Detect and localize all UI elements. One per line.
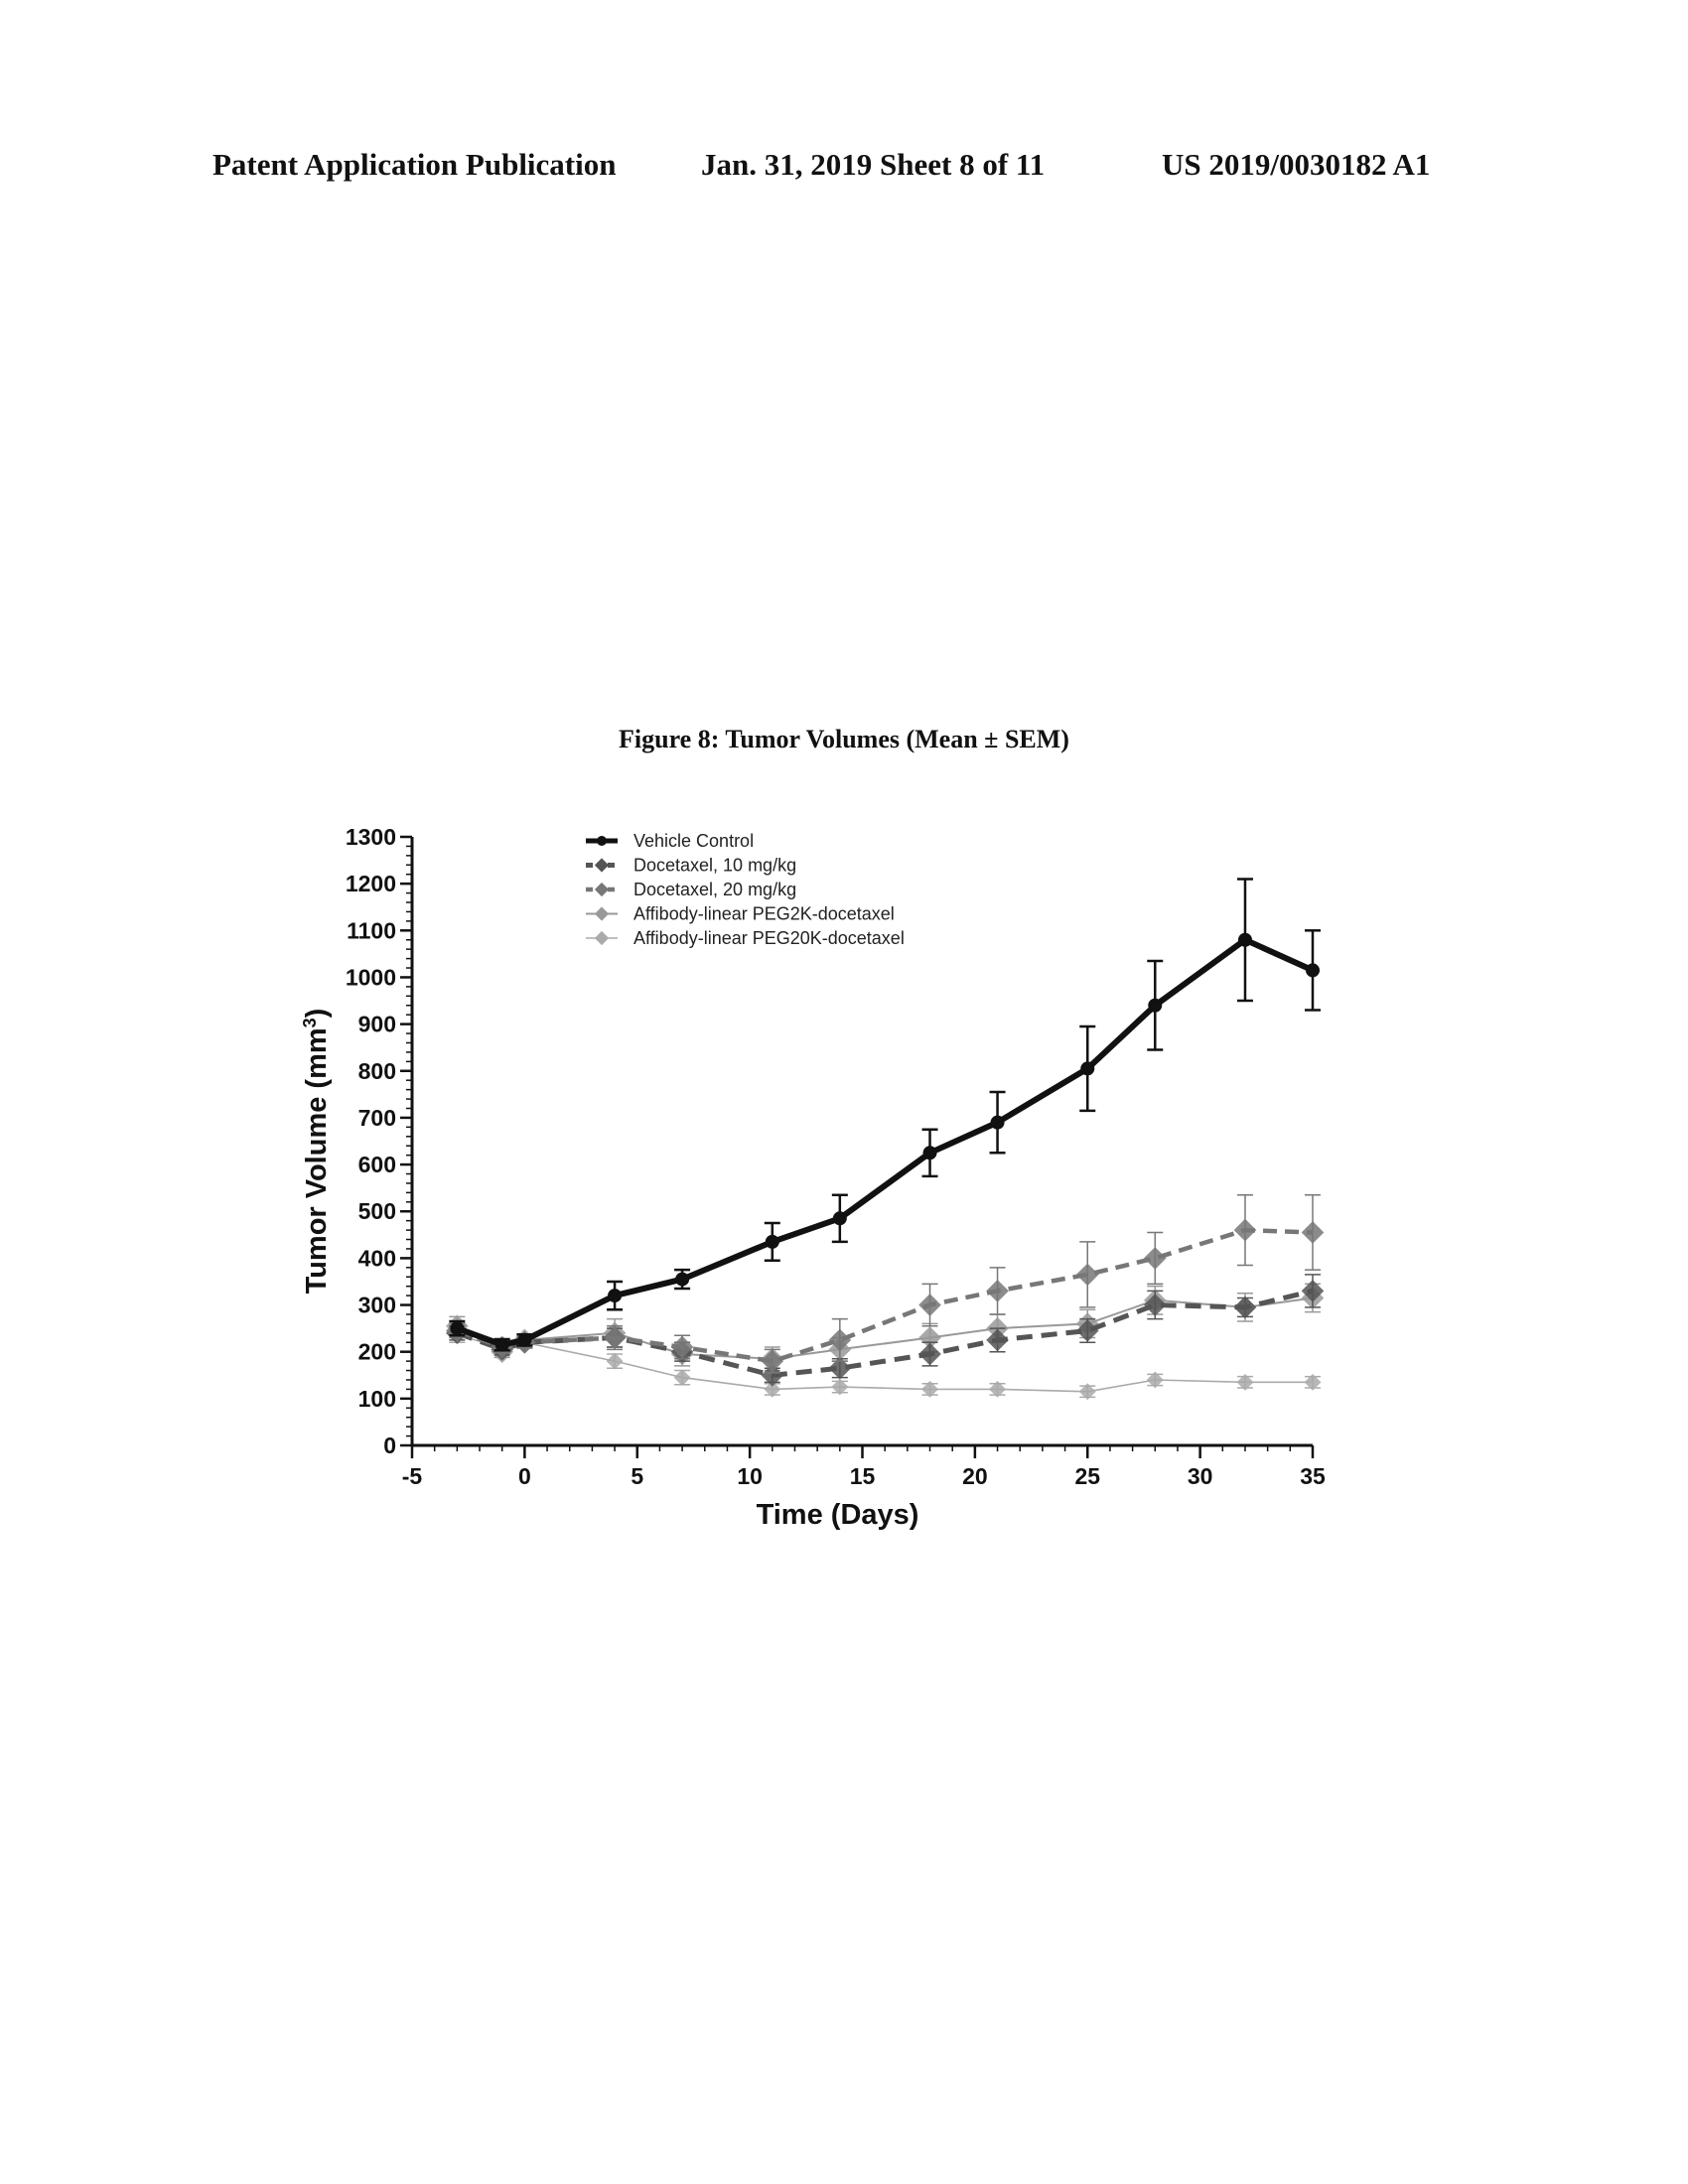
legend-label: Docetaxel, 10 mg/kg (633, 856, 796, 876)
legend-label: Vehicle Control (633, 831, 754, 851)
legend-label: Docetaxel, 20 mg/kg (633, 880, 796, 899)
data-point (674, 1369, 691, 1386)
data-point (675, 1273, 689, 1287)
y-tick-label: 0 (383, 1433, 396, 1458)
series-line (457, 1291, 1313, 1375)
data-point (1144, 1247, 1167, 1270)
y-tick-label: 200 (358, 1339, 396, 1365)
y-tick-label: 400 (358, 1245, 396, 1271)
y-tick-label: 600 (358, 1152, 396, 1177)
series-3 (446, 1195, 1324, 1373)
data-point (761, 1350, 783, 1373)
y-tick-label: 1000 (346, 964, 396, 990)
y-tick-label: 1100 (347, 917, 396, 943)
series-line (457, 1230, 1313, 1361)
legend-item: Affibody-linear PEG20K-docetaxel (586, 928, 905, 948)
series-1 (449, 879, 1321, 1351)
y-tick-label: 100 (358, 1386, 396, 1412)
data-point (450, 1321, 464, 1335)
x-tick-label: -5 (402, 1463, 423, 1489)
data-point (1234, 1297, 1257, 1319)
y-tick-label: 700 (358, 1105, 396, 1131)
data-point (986, 1280, 1009, 1302)
x-tick-label: 25 (1074, 1463, 1100, 1489)
data-point (1238, 933, 1252, 947)
legend-label: Affibody-linear PEG20K-docetaxel (633, 928, 905, 948)
y-tick-label: 900 (358, 1012, 396, 1037)
x-tick-label: 0 (518, 1463, 531, 1489)
data-point (495, 1338, 509, 1352)
legend-item: Docetaxel, 20 mg/kg (586, 880, 796, 899)
y-axis-title-main: Tumor Volume (mm (301, 1027, 333, 1294)
y-axis-title: Tumor Volume (mm3) (300, 1009, 333, 1295)
y-tick-label: 300 (358, 1293, 396, 1318)
y-tick-label: 1300 (346, 824, 396, 850)
legend-marker (595, 931, 609, 945)
y-tick-label: 800 (358, 1058, 396, 1084)
data-point (1148, 999, 1162, 1013)
legend-item: Vehicle Control (586, 831, 754, 851)
data-point (991, 1116, 1005, 1130)
legend-marker (595, 906, 609, 920)
y-axis-title-end: ) (301, 1009, 333, 1019)
data-point (1234, 1219, 1257, 1242)
data-point (608, 1289, 622, 1302)
legend-item: Affibody-linear PEG2K-docetaxel (586, 904, 895, 924)
data-point (607, 1353, 624, 1370)
x-tick-label: 20 (962, 1463, 988, 1489)
series-4 (446, 1284, 1324, 1370)
series-line (457, 940, 1313, 1345)
x-axis-title: Time (Days) (757, 1499, 919, 1531)
legend-marker (597, 836, 607, 846)
data-point (986, 1329, 1009, 1352)
x-tick-label: 5 (631, 1463, 643, 1489)
legend-marker (595, 883, 609, 896)
data-point (1302, 1221, 1325, 1244)
chart-legend: Vehicle Control Docetaxel, 10 mg/kg Doceta… (586, 831, 905, 948)
legend-item: Docetaxel, 10 mg/kg (586, 856, 796, 876)
legend-marker (595, 858, 609, 872)
data-point (918, 1343, 941, 1366)
y-tick-label: 1200 (346, 871, 396, 896)
data-point (923, 1146, 937, 1160)
x-tick-label: 35 (1300, 1463, 1326, 1489)
data-point (918, 1294, 941, 1316)
data-point (833, 1211, 847, 1225)
data-point (766, 1235, 779, 1249)
x-tick-label: 10 (737, 1463, 763, 1489)
y-axis-title-sup: 3 (300, 1018, 320, 1027)
data-point (1080, 1061, 1094, 1075)
data-point (1076, 1264, 1099, 1287)
legend-label: Affibody-linear PEG2K-docetaxel (633, 904, 895, 924)
chart-series (446, 879, 1324, 1400)
data-point (1306, 963, 1320, 977)
y-tick-label: 500 (358, 1198, 396, 1224)
data-point (517, 1333, 531, 1347)
x-tick-label: 30 (1188, 1463, 1213, 1489)
series-2 (446, 1275, 1324, 1387)
x-tick-label: 15 (850, 1463, 876, 1489)
